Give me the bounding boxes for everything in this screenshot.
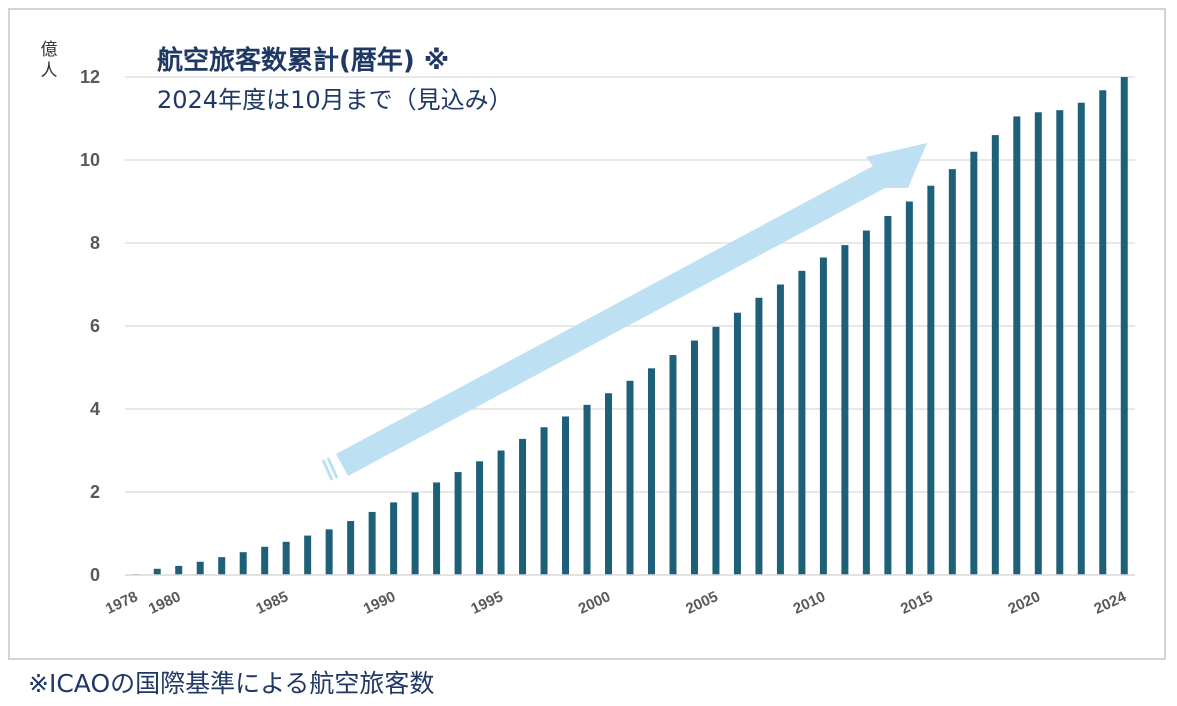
bar-1980 xyxy=(175,565,183,575)
bar-2010 xyxy=(819,257,827,575)
x-tick-label: 1978 xyxy=(103,588,140,618)
bar-1998 xyxy=(562,416,570,575)
trend-arrow-layer xyxy=(321,143,927,481)
bar-2018 xyxy=(991,135,999,575)
bar-1995 xyxy=(497,450,505,575)
bar-1988 xyxy=(347,521,355,575)
x-tick-label: 2005 xyxy=(683,588,720,618)
bar-2020 xyxy=(1034,112,1042,576)
y-tick-label: 8 xyxy=(90,233,100,253)
bar-2005 xyxy=(712,326,720,575)
bar-2008 xyxy=(776,284,784,575)
bar-2024 xyxy=(1120,77,1128,575)
trend-arrow xyxy=(336,143,927,476)
bar-1979 xyxy=(153,568,161,575)
y-tick-labels: 0 2 4 6 8 10 12 xyxy=(80,67,100,585)
chart-subtitle: 2024年度は10月まで（見込み） xyxy=(157,86,513,114)
bar-1982 xyxy=(218,557,226,575)
bar-2001 xyxy=(626,380,634,575)
y-axis-unit-label: 億人 xyxy=(40,40,58,81)
x-tick-label: 1990 xyxy=(361,588,398,618)
bar-1987 xyxy=(325,529,333,575)
bar-1989 xyxy=(368,511,376,575)
chart-title: 航空旅客数累計(暦年) ※ xyxy=(157,46,450,76)
bar-2000 xyxy=(605,393,613,575)
bar-1996 xyxy=(519,438,527,575)
footnote: ※ICAOの国際基準による航空旅客数 xyxy=(28,669,435,698)
bar-2011 xyxy=(841,245,849,575)
x-tick-label: 2020 xyxy=(1006,588,1043,618)
bar-1991 xyxy=(411,492,419,575)
bar-2013 xyxy=(884,216,892,575)
y-tick-label: 10 xyxy=(80,150,100,170)
bar-2019 xyxy=(1013,116,1021,576)
bar-1999 xyxy=(583,404,591,575)
y-tick-label: 12 xyxy=(80,67,100,87)
bar-1997 xyxy=(540,427,548,575)
bar-2012 xyxy=(862,230,870,576)
bar-2007 xyxy=(755,297,763,575)
bar-2002 xyxy=(647,368,655,575)
bar-2023 xyxy=(1099,90,1107,575)
trend-arrow-tail-stroke xyxy=(326,457,339,479)
bar-1994 xyxy=(476,461,484,575)
bar-1984 xyxy=(261,546,269,575)
bar-2021 xyxy=(1056,110,1064,575)
x-tick-labels: 1978 1980 1985 1990 1995 2000 2005 2010 2015 2020… xyxy=(103,588,1130,618)
trend-arrow-tail-stroke xyxy=(321,459,334,481)
bar-2006 xyxy=(733,312,741,575)
bar-2009 xyxy=(798,270,806,575)
x-tick-label: 1985 xyxy=(253,588,290,618)
bar-2003 xyxy=(669,355,677,575)
gridlines xyxy=(125,76,1135,493)
x-tick-label: 2015 xyxy=(898,588,935,618)
bar-1983 xyxy=(239,552,247,575)
x-tick-label: 2000 xyxy=(576,588,613,618)
bar-2016 xyxy=(948,169,956,575)
y-tick-label: 4 xyxy=(90,399,100,419)
bar-1985 xyxy=(282,541,290,575)
y-tick-label: 6 xyxy=(90,316,100,336)
x-tick-label: 2010 xyxy=(791,588,828,618)
bar-2015 xyxy=(927,185,935,576)
bar-1993 xyxy=(454,472,462,575)
bar-2014 xyxy=(905,201,913,575)
bar-2017 xyxy=(970,151,978,575)
x-tick-label: 2024 xyxy=(1092,588,1130,618)
bar-2004 xyxy=(690,340,698,575)
x-tick-label: 1980 xyxy=(146,588,183,618)
bar-1981 xyxy=(196,561,204,575)
y-tick-label: 0 xyxy=(90,565,100,585)
bar-2022 xyxy=(1077,102,1085,575)
bar-1990 xyxy=(390,502,398,575)
x-tick-label: 1995 xyxy=(468,588,505,618)
bar-1986 xyxy=(304,535,312,575)
bars xyxy=(132,77,1128,576)
bar-1992 xyxy=(433,482,441,575)
y-tick-label: 2 xyxy=(90,482,100,502)
